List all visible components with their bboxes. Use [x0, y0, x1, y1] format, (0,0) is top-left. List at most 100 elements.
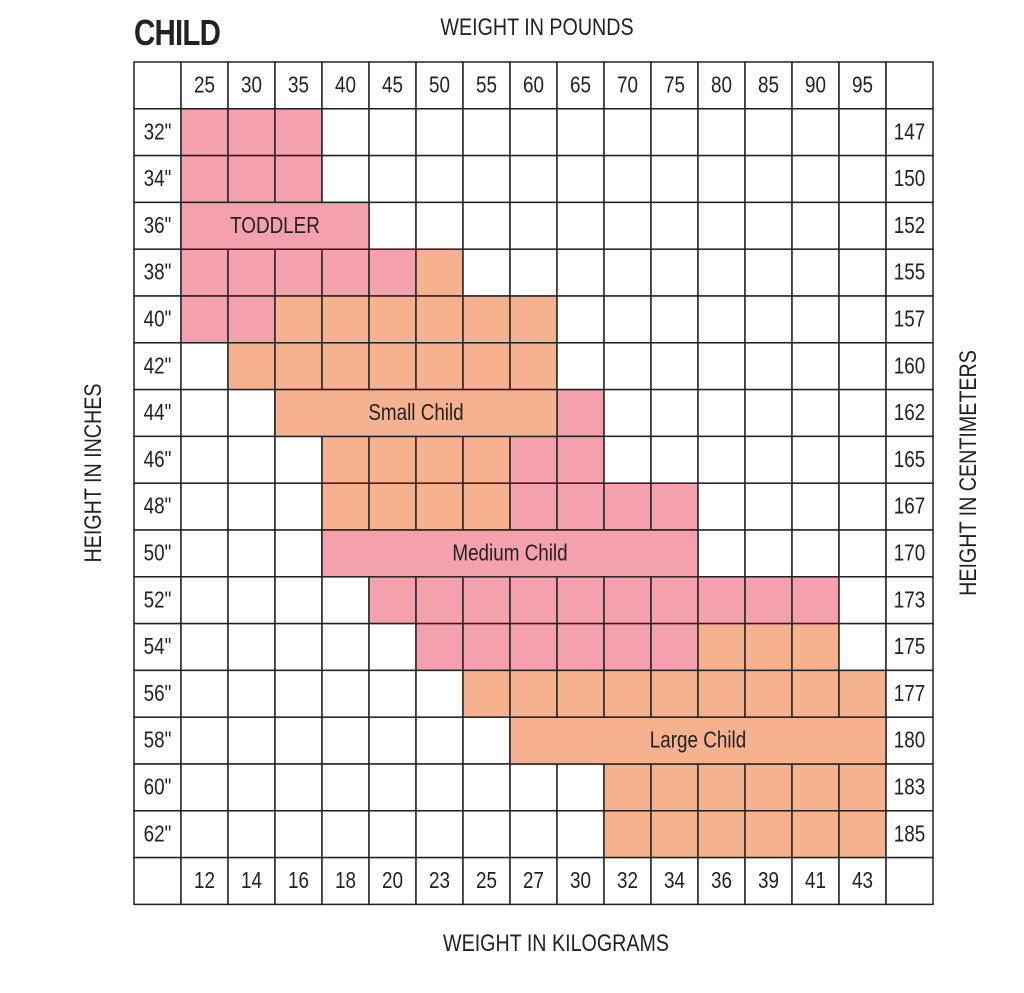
grid-cell: [838, 295, 887, 344]
weight-lb-label: 95: [852, 73, 873, 98]
grid-cell: [697, 201, 746, 250]
grid-cell: [509, 669, 558, 718]
weight-kg-label: 36: [711, 868, 732, 893]
grid-cell: [744, 435, 793, 484]
grid-cell: [368, 810, 417, 859]
grid-cell: [180, 248, 229, 297]
grid-cell: [603, 201, 652, 250]
grid-cell: [650, 482, 699, 531]
height-cm-label: 165: [894, 447, 925, 472]
header-cell: [415, 856, 464, 906]
grid-cell: [321, 622, 370, 672]
grid-cell: [227, 810, 276, 859]
height-in-label: 40": [144, 307, 172, 332]
grid-cell: [603, 154, 652, 204]
grid-cell: [838, 669, 887, 718]
height-in-label: 52": [144, 588, 172, 613]
x-axis-label-pounds: WEIGHT IN POUNDS: [440, 14, 634, 41]
grid-cell: [415, 201, 464, 250]
header-cell: [133, 342, 182, 391]
grid-cell: [368, 669, 417, 718]
header-cell: [133, 810, 182, 859]
header-cell: [838, 61, 887, 110]
weight-lb-label: 55: [476, 73, 497, 98]
grid-cell: [368, 435, 417, 484]
grid-cell: [462, 669, 511, 718]
grid-cell: [180, 763, 229, 812]
grid-cell: [744, 669, 793, 718]
grid-cell: [462, 482, 511, 531]
grid-cell: [838, 810, 887, 859]
grid-cell: [697, 108, 746, 157]
grid-cell: [462, 108, 511, 157]
height-cm-label: 147: [894, 120, 925, 145]
grid-cell: [791, 669, 840, 718]
grid-cell: [697, 295, 746, 344]
height-in-label: 50": [144, 541, 172, 566]
grid-cell: [368, 763, 417, 812]
height-in-label: 46": [144, 447, 172, 472]
header-cell: [556, 61, 605, 110]
grid-cell: [227, 342, 276, 391]
height-cm-label: 180: [894, 728, 925, 753]
grid-cell: [462, 435, 511, 484]
grid-cell: [180, 295, 229, 344]
header-cell: [885, 61, 934, 110]
height-cm-label: 155: [894, 260, 925, 285]
grid-cell: [274, 529, 323, 578]
grid-cell: [368, 201, 417, 250]
zone-label-toddler: TODDLER: [230, 213, 320, 238]
grid-cell: [556, 295, 605, 344]
grid-cell: [791, 342, 840, 391]
grid-cell: [227, 295, 276, 344]
height-in-label: 54": [144, 634, 172, 659]
grid-cell: [697, 622, 746, 672]
grid-cell: [603, 108, 652, 157]
grid-cell: [180, 529, 229, 578]
header-cell: [885, 154, 934, 204]
grid-cell: [697, 763, 746, 812]
header-cell: [556, 856, 605, 906]
height-cm-label: 152: [894, 213, 925, 238]
header-cell: [885, 529, 934, 578]
grid-cell: [509, 763, 558, 812]
height-cm-label: 150: [894, 166, 925, 191]
grid-cell: [321, 763, 370, 812]
grid-cell: [556, 388, 605, 438]
grid-cell: [744, 576, 793, 625]
grid-cell: [509, 108, 558, 157]
grid-cell: [180, 810, 229, 859]
zone-label-large-child: Large Child: [650, 728, 746, 753]
grid-cell: [274, 342, 323, 391]
grid-cell: [368, 342, 417, 391]
grid-cell: [697, 435, 746, 484]
grid-cell: [650, 810, 699, 859]
grid-cell: [415, 576, 464, 625]
header-cell: [885, 576, 934, 625]
grid-cell: [274, 810, 323, 859]
grid-cell: [603, 669, 652, 718]
grid-cell: [368, 622, 417, 672]
grid-cell: [321, 716, 370, 765]
grid-cell: [321, 810, 370, 859]
grid-cell: [697, 529, 746, 578]
height-cm-label: 185: [894, 822, 925, 847]
grid-cell: [227, 108, 276, 157]
height-in-label: 58": [144, 728, 172, 753]
weight-lb-label: 85: [758, 73, 779, 98]
grid-cell: [744, 388, 793, 438]
grid-cell: [603, 622, 652, 672]
zone-label-medium-child: Medium Child: [452, 541, 567, 566]
grid-cell: [180, 622, 229, 672]
height-in-label: 62": [144, 822, 172, 847]
grid-cell: [556, 669, 605, 718]
grid-cell: [791, 388, 840, 438]
grid-cell: [838, 201, 887, 250]
grid-cell: [791, 576, 840, 625]
grid-cell: [321, 576, 370, 625]
grid-cell: [650, 295, 699, 344]
header-cell: [227, 856, 276, 906]
grid-cell: [838, 342, 887, 391]
header-cell: [133, 108, 182, 157]
grid-cell: [368, 482, 417, 531]
